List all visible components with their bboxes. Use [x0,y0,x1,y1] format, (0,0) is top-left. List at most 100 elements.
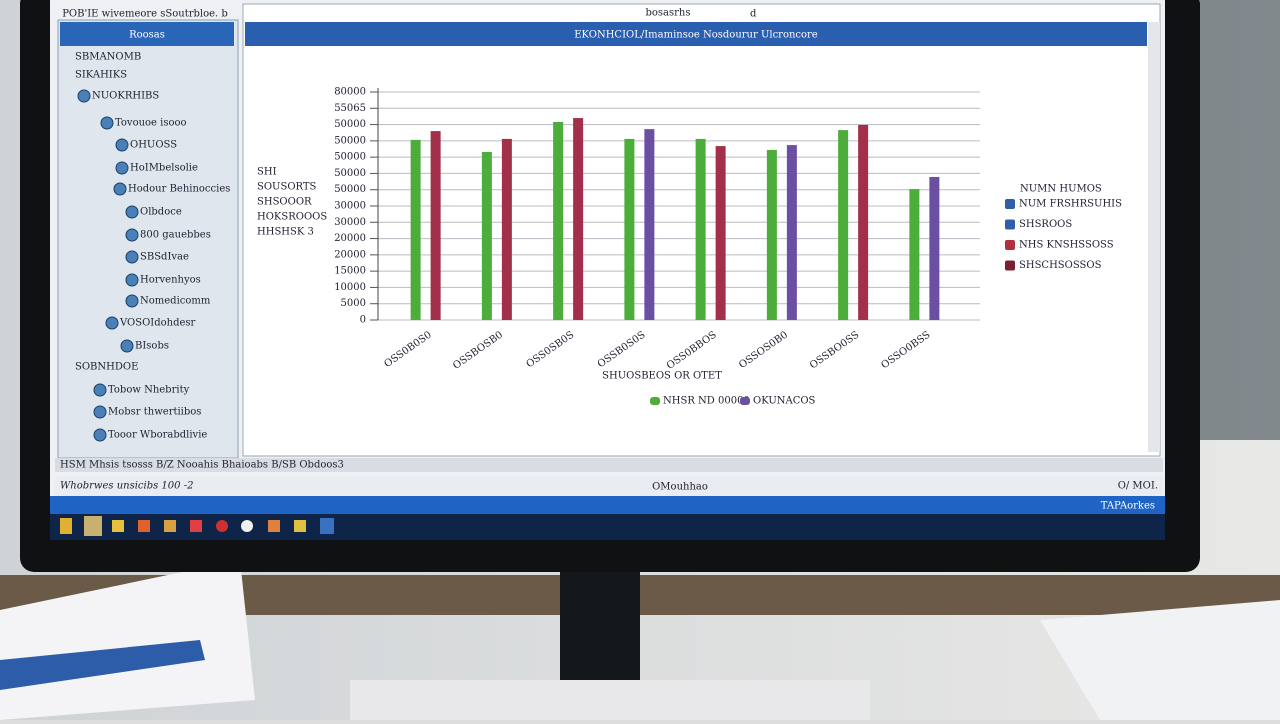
tree-icon [125,228,139,242]
bar [624,138,635,320]
task-icon[interactable] [112,520,124,532]
top-caption: bosasrhs [646,8,691,19]
y-tick-label: 20000 [334,233,366,244]
tree-item: SBMANOMB [75,52,141,63]
y-axis-label: SHSOOOR [257,197,312,208]
task-icon[interactable] [164,520,176,532]
scrollbar [1148,22,1160,452]
tree-icon [115,161,129,175]
status-right: O/ MOI. [1118,481,1158,492]
bar [553,121,564,320]
side-legend-label: SHSCHSOSSOS [1019,260,1102,271]
side-legend-label: NHS KNSHSSOSS [1019,240,1114,251]
chart-title-bar [245,22,1147,46]
taskbar-top [50,496,1165,514]
y-tick-label: 20000 [334,249,366,260]
tree-icon [105,316,119,330]
legend-label: OKUNACOS [753,396,816,407]
y-axis-label: SHI [257,167,277,178]
x-axis-label: SHUOSBEOS OR OTET [602,371,722,382]
task-icon[interactable] [241,520,253,532]
legend-swatch [740,397,750,405]
y-tick-label: 50000 [334,168,366,179]
status-bar [55,458,1163,472]
y-tick-label: 5000 [341,298,366,309]
tree-item: Olbdoce [140,207,182,218]
y-tick-label: 15000 [334,266,366,277]
task-icon[interactable] [84,516,102,536]
tree-item: Horvenhyos [140,275,201,286]
y-axis-label: HOKSROOOS [257,212,327,223]
bar [715,146,726,320]
taskbar-left: Whobrwes unsicibs 100 -2 [60,481,193,492]
task-icon[interactable] [294,520,306,532]
tree-item: Nomedicomm [140,296,211,307]
task-icon[interactable] [190,520,202,532]
y-tick-label: 10000 [334,282,366,293]
tree-item: OHUOSS [130,140,177,151]
tree-icon [125,273,139,287]
y-tick-label: 50000 [334,119,366,130]
status-text: HSM Mhsis tsosss B/Z Nooahis Bhaioabs B/… [60,460,344,471]
tree-item: SIKAHIKS [75,70,127,81]
task-icon[interactable] [268,520,280,532]
task-icon[interactable] [216,520,228,532]
panel-header: Roosas [129,30,165,41]
legend-swatch [650,397,660,405]
side-legend-label: NUM FRSHRSUHIS [1019,199,1122,210]
y-tick-label: 50000 [334,152,366,163]
tree-item: Tooor Wborabdlivie [108,430,207,441]
y-axis-label: SOUSORTS [257,182,317,193]
tree-icon [93,428,107,442]
bar [644,129,655,320]
bar [909,189,920,320]
folder [0,640,205,690]
side-legend-swatch [1005,199,1015,209]
tree-item: HoIMbelsolie [130,163,198,174]
bar [858,124,869,320]
tree-item: NUOKRHIBS [92,91,159,102]
side-legend-swatch [1005,219,1015,230]
task-icon[interactable] [320,518,334,534]
tree-icon [113,182,127,196]
tree-icon [93,383,107,397]
bar [695,138,706,320]
window-title: POB'IE wivemeore sSoutrbloe. b [62,9,228,20]
tree-icon [93,405,107,419]
bar [929,177,940,320]
taskbar-icons [60,516,334,536]
shelf [1200,0,1280,440]
bar [410,139,421,320]
y-tick-label: 80000 [334,87,366,98]
bar [573,118,584,320]
tree-item: Tovouoe isooo [115,118,187,129]
panel-header-bar [60,22,234,46]
y-tick-label: 50000 [334,184,366,195]
tree-icon [125,205,139,219]
taskbar-right: TAPAorkes [1101,501,1155,512]
top-mark: d [750,9,757,20]
side-legend-swatch [1005,260,1015,271]
tree-icon [115,138,129,152]
bar [766,149,777,320]
task-icon[interactable] [138,520,150,532]
stand-base [350,680,870,720]
bar [786,145,797,320]
task-icon[interactable] [60,518,72,534]
side-legend-title: NUMN HUMOS [1020,184,1102,195]
tree-item: Hodour Behinoccies [128,184,230,195]
tree-item: Mobsr thwertiibos [108,407,201,418]
tree-item: VOSOIdohdesr [119,318,196,329]
bar [481,151,492,320]
tree-icon [100,116,114,130]
legend-label: NHSR ND 00000 [663,396,750,407]
y-tick-label: 30000 [334,217,366,228]
taskbar [50,514,1165,540]
y-tick-label: 55065 [334,103,366,114]
tree-item: Tobow Nhebrity [108,385,190,396]
bar [430,131,441,320]
tree-icon [125,250,139,264]
taskbar-center: OMouhhao [652,482,708,493]
